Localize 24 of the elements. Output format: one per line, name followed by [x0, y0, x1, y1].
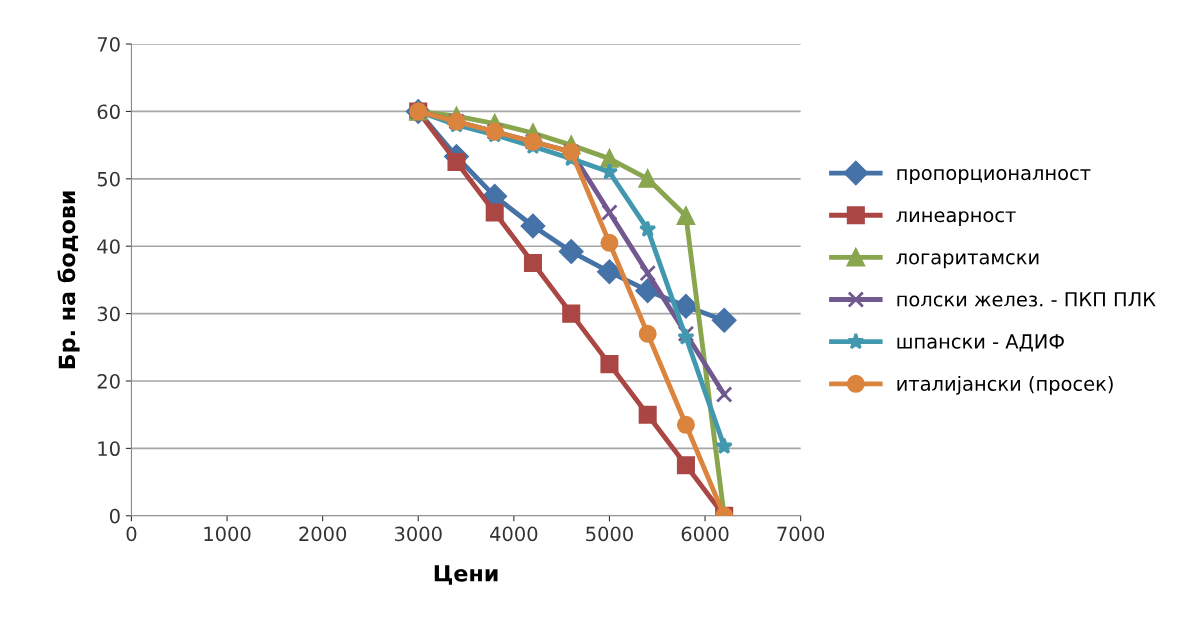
legend-label: логаритамски	[896, 253, 1039, 269]
y-tick-label: 20	[97, 373, 120, 389]
y-tick-label: 10	[98, 441, 120, 457]
x-tick-label: 3000	[394, 526, 442, 542]
x-axis-title: Цени	[434, 565, 498, 585]
x-tick-label: 7000	[777, 526, 825, 542]
y-tick-label: 50	[97, 171, 120, 187]
y-tick-label: 70	[97, 36, 120, 52]
x-tick-label: 6000	[681, 526, 729, 542]
y-tick-label: 0	[109, 508, 120, 524]
y-tick-label: 30	[97, 306, 120, 322]
y-tick-label: 40	[97, 239, 120, 254]
x-tick-label: 0	[126, 526, 137, 542]
y-tick-label: 60	[97, 104, 120, 120]
x-tick-label: 1000	[204, 526, 251, 542]
x-tick-label: 5000	[586, 526, 633, 542]
x-tick-label: 4000	[490, 526, 538, 542]
legend-label: италијански (просек)	[897, 375, 1113, 395]
x-tick-label: 2000	[299, 526, 347, 542]
legend-label: линеарност	[896, 211, 1016, 227]
legend-label: полски желез. - ПКП ПЛК	[897, 292, 1156, 307]
y-axis-title: Бр. на бодови	[57, 191, 80, 369]
legend-label: шпански - АДИФ	[897, 334, 1064, 352]
legend-label: пропорционалност	[897, 169, 1091, 184]
